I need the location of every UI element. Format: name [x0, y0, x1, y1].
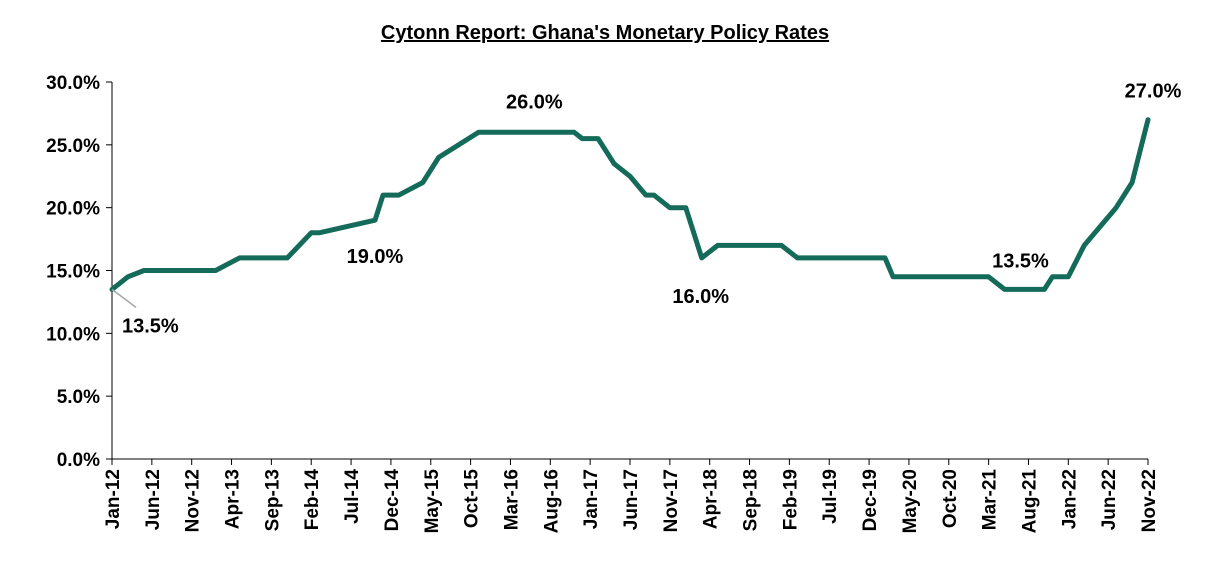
x-tick-label: Oct-15	[462, 469, 483, 529]
y-tick-label: 30.0%	[46, 73, 100, 94]
y-tick-label: 15.0%	[46, 262, 100, 283]
x-tick-label: Jan-17	[581, 469, 602, 529]
series-line	[109, 117, 1151, 292]
x-tick-label: Mar-21	[980, 469, 1001, 531]
x-tick-label: Nov-17	[661, 469, 682, 532]
axes: 0.0% 5.0% 10.0% 15.0% 20.0% 25.0% 30.0% Jan-12 J…	[46, 73, 1160, 533]
data-label: 13.5%	[992, 250, 1049, 272]
x-tick-label: Aug-16	[541, 469, 562, 533]
x-tick-label: Dec-14	[382, 469, 403, 532]
x-tick-label: Jul-14	[342, 469, 363, 524]
x-tick-label: Aug-21	[1019, 469, 1040, 534]
x-tick-label: Jun-22	[1099, 469, 1120, 530]
chart-title: Cytonn Report: Ghana's Monetary Policy R…	[380, 22, 830, 44]
x-tick-label: Mar-16	[501, 469, 522, 530]
y-tick-label: 25.0%	[46, 136, 100, 157]
annotation-leader-line	[111, 288, 137, 308]
y-tick-label: 0.0%	[57, 450, 100, 471]
x-tick-label: Feb-19	[780, 469, 801, 530]
x-tick-label: Apr-13	[223, 469, 244, 529]
x-tick-label: Feb-14	[302, 469, 323, 531]
annotation-layer: 13.5% 19.0% 26.0% 16.0% 13.5% 27.0%	[111, 81, 1182, 337]
x-tick-label: Dec-19	[860, 469, 881, 531]
data-label: 26.0%	[506, 91, 563, 113]
x-tick-label: Jun-17	[621, 469, 642, 530]
x-tick-label: Apr-18	[701, 469, 722, 529]
series-layer	[109, 117, 1151, 292]
y-tick-label: 20.0%	[46, 199, 100, 220]
x-tick-label: Sep-18	[741, 469, 762, 531]
y-tick-label: 10.0%	[46, 324, 100, 345]
data-label: 19.0%	[347, 246, 404, 268]
y-tick-label: 5.0%	[57, 387, 100, 408]
data-label: 13.5%	[122, 315, 179, 337]
x-tick-label: Nov-22	[1139, 469, 1160, 532]
x-tick-label: Jan-12	[103, 469, 124, 529]
x-tick-label: Nov-12	[183, 469, 204, 532]
x-tick-label: Jul-19	[820, 469, 841, 524]
x-tick-label: May-20	[900, 469, 921, 533]
x-tick-label: Jan-22	[1059, 469, 1080, 529]
x-tick-label: Oct-20	[940, 469, 961, 528]
x-tick-label: May-15	[422, 469, 443, 534]
x-tick-label: Jun-12	[143, 469, 164, 530]
data-label: 16.0%	[672, 286, 729, 308]
data-label: 27.0%	[1125, 81, 1182, 103]
x-tick-label: Sep-13	[262, 469, 283, 531]
